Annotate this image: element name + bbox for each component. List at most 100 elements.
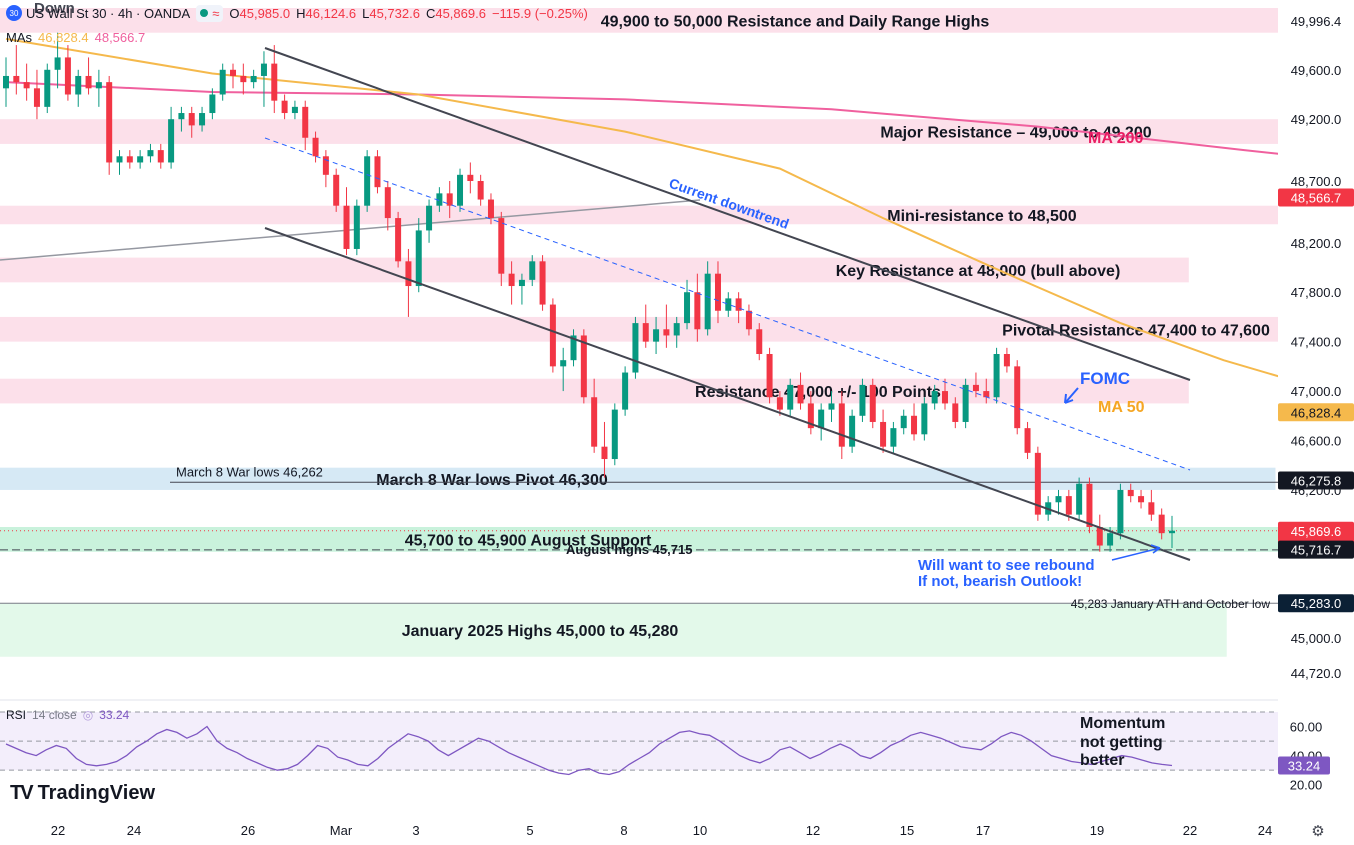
price-tag: [1278, 188, 1354, 207]
time-tick: 22: [51, 823, 65, 838]
price-tag: [1278, 403, 1354, 422]
top-left-annotation: Down: [34, 0, 75, 17]
candle-body: [745, 310, 752, 330]
candle-body: [735, 298, 742, 311]
candle-body: [333, 174, 340, 206]
ma200-value: 48,566.7: [94, 30, 146, 45]
candle-body: [859, 384, 866, 416]
candle-body: [405, 261, 412, 287]
candle-body: [322, 156, 329, 175]
tradingview-mark-icon: TV: [10, 782, 34, 804]
mas-legend[interactable]: MAs 46,828.4 48,566.7: [6, 30, 145, 45]
candle-body: [518, 279, 525, 287]
candle-body: [260, 63, 267, 76]
rsi-settings-icon[interactable]: ◎: [82, 708, 94, 722]
zone-res: [0, 205, 1280, 225]
ohlc-low-label: L: [362, 5, 370, 21]
channel-mid-line: [264, 137, 1191, 471]
zone-res: [0, 316, 1280, 342]
candle-body: [477, 181, 484, 200]
candle-body: [1086, 483, 1093, 527]
candle-body: [807, 403, 814, 429]
candle-body: [539, 261, 546, 305]
settings-gear-icon: ⚙: [1311, 823, 1324, 840]
price-tag-label: 48,566.7: [1291, 190, 1342, 205]
candle-body: [291, 106, 298, 114]
candle-body: [797, 384, 804, 404]
candle-body: [147, 150, 154, 157]
candle-body: [199, 113, 206, 126]
candle-body: [931, 391, 938, 404]
wave-icon: ≈: [212, 5, 220, 21]
candle-body: [415, 230, 422, 287]
candle-body: [622, 372, 629, 410]
time-tick: 22: [1183, 823, 1197, 838]
candle-body: [364, 156, 371, 206]
zone-res: [0, 119, 1280, 144]
candle-body: [271, 63, 278, 101]
ma200-label: MA 200: [1088, 130, 1144, 147]
candle-body: [890, 428, 897, 447]
candle-body: [941, 391, 948, 404]
price-tag-label: 46,828.4: [1291, 405, 1342, 420]
rebound-label: Will want to see rebound: [918, 557, 1095, 574]
candle-body: [3, 75, 9, 89]
time-tick: 24: [1258, 823, 1272, 838]
momentum-label: better: [1080, 752, 1124, 769]
candle-body: [911, 415, 918, 435]
candle-body: [457, 174, 464, 206]
symbol-title[interactable]: US Wall St 30 · 4h · OANDA: [26, 5, 191, 21]
candle-body: [281, 100, 288, 114]
time-tick: 10: [693, 823, 707, 838]
candle-body: [663, 329, 670, 336]
rebound-label: If not, bearish Outlook!: [918, 573, 1082, 590]
candle-body: [601, 446, 608, 460]
channel-upper-line: [264, 47, 1191, 381]
rsi-label: RSI: [6, 708, 27, 722]
candle-body: [756, 329, 763, 354]
candle-body: [75, 75, 82, 95]
ma200-line: [5, 81, 1354, 163]
price-tag: [1278, 540, 1354, 559]
price-tick: 49,200.0: [1291, 112, 1342, 127]
rsi-legend[interactable]: RSI 14 close ◎ 33.24: [6, 708, 129, 722]
candle-body: [64, 57, 71, 95]
price-tick: 48,200.0: [1291, 236, 1342, 251]
candle-body: [446, 193, 453, 206]
rsi-tick: 60.00: [1290, 720, 1323, 735]
candle-body: [972, 384, 979, 392]
candle-body: [95, 82, 102, 89]
candle-body: [684, 292, 691, 324]
candle-body: [384, 187, 391, 219]
price-tick: 47,000.0: [1291, 384, 1342, 399]
rsi-tag: [1278, 756, 1330, 775]
ohlc-open: O45,985.0: [229, 6, 290, 21]
candle-body: [85, 75, 92, 89]
ohlc-close: C45,869.6: [426, 6, 486, 21]
candle-body: [1107, 533, 1114, 546]
zone-label: January 2025 Highs 45,000 to 45,280: [402, 623, 679, 640]
candle-body: [694, 292, 701, 330]
candle-body: [993, 354, 1000, 398]
candle-body: [642, 323, 649, 342]
candle-body: [33, 88, 40, 107]
zone-sup: [0, 527, 1280, 552]
rsi-line: [5, 725, 1173, 776]
ohlc-open-label: O: [229, 5, 240, 21]
level-label: 45,283 January ATH and October low: [1071, 597, 1271, 611]
time-tick: Mar: [330, 823, 353, 838]
candle-body: [1055, 496, 1062, 503]
candle-body: [962, 384, 969, 422]
price-tick: 47,800.0: [1291, 285, 1342, 300]
candle-body: [395, 218, 402, 262]
candle-body: [312, 137, 319, 157]
status-pill[interactable]: ≈: [196, 4, 224, 22]
candle-body: [168, 119, 175, 163]
candle-body: [900, 415, 907, 429]
candle-body: [828, 403, 835, 410]
candle-body: [343, 205, 350, 249]
time-tick: 12: [806, 823, 820, 838]
price-tag: [1278, 11, 1354, 30]
level-label: August highs 45,715: [566, 542, 692, 557]
